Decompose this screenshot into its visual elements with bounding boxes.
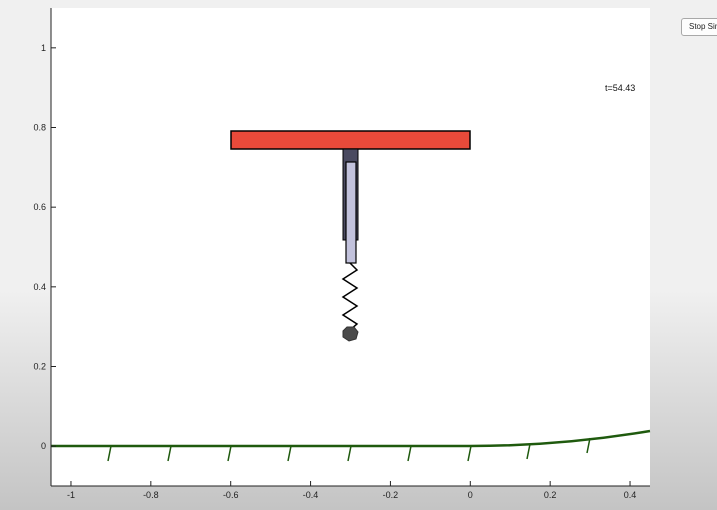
y-tick-label: 0.4 (33, 282, 46, 292)
ground-line (51, 429, 651, 448)
ground (51, 429, 651, 462)
x-tick-label: -0.6 (223, 490, 239, 500)
time-readout: t=54.43 (605, 83, 635, 93)
ground-hatch (167, 445, 172, 462)
y-tick-label: 1 (41, 43, 46, 53)
y-axis-ticks: 0 0.2 0.4 0.6 0.8 1 (33, 43, 56, 451)
x-tick-label: -0.8 (143, 490, 159, 500)
ground-hatches (107, 437, 591, 462)
y-tick-label: 0.6 (33, 202, 46, 212)
platform-body (230, 130, 471, 150)
ground-hatch (227, 445, 232, 462)
y-tick-label: 0.8 (33, 123, 46, 133)
piston-rod (345, 161, 357, 264)
y-tick-label: 0.2 (33, 362, 46, 372)
leg-spring (341, 262, 359, 331)
x-tick-label: 0 (468, 490, 473, 500)
x-tick-label: 0.2 (544, 490, 557, 500)
y-tick-label: 0 (41, 441, 46, 451)
ground-hatch (526, 443, 531, 460)
ground-hatch (586, 437, 591, 454)
leg-foot (342, 326, 359, 342)
ground-hatch (467, 445, 472, 462)
ground-hatch (287, 445, 292, 462)
x-tick-label: -0.4 (303, 490, 319, 500)
x-tick-label: 0.4 (624, 490, 637, 500)
x-tick-label: -0.2 (383, 490, 399, 500)
ground-hatch (407, 445, 412, 462)
stop-sim-button[interactable]: Stop Sim (681, 18, 717, 36)
x-tick-label: -1 (67, 490, 75, 500)
x-axis-ticks: -1 -0.8 -0.6 -0.4 -0.2 0 0.2 0.4 (67, 481, 636, 500)
ground-hatch (347, 445, 352, 462)
ground-hatch (107, 445, 112, 462)
